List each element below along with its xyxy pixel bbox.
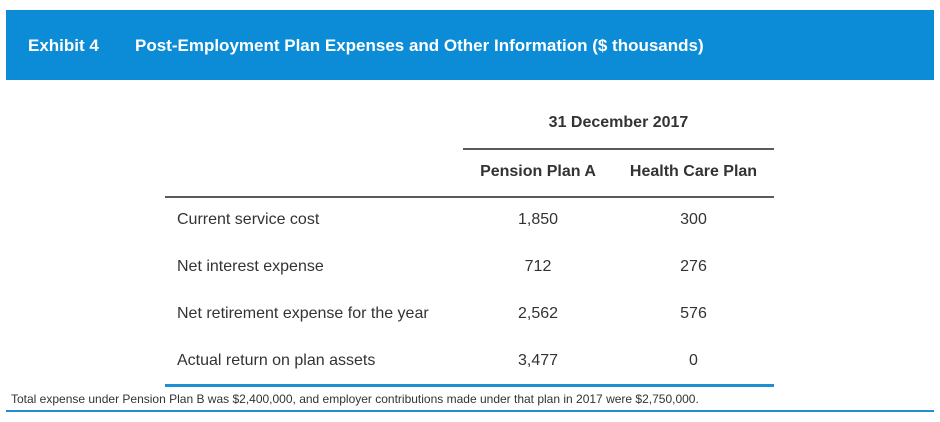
table-bottom-rule bbox=[165, 384, 774, 387]
exhibit-banner: Exhibit 4 Post-Employment Plan Expenses … bbox=[6, 10, 934, 80]
table-row: Net interest expense 712 276 bbox=[165, 258, 774, 304]
date-header: 31 December 2017 bbox=[548, 114, 689, 131]
row-label: Actual return on plan assets bbox=[177, 352, 376, 369]
footnote-rule bbox=[6, 410, 934, 412]
cell-health-care-plan: 276 bbox=[680, 258, 707, 275]
row-label: Net interest expense bbox=[177, 258, 324, 275]
exhibit-number: Exhibit 4 bbox=[28, 36, 99, 55]
cell-pension-plan-a: 2,562 bbox=[517, 305, 559, 322]
column-header-pension-plan-a: Pension Plan A bbox=[480, 163, 596, 180]
table-row: Net retirement expense for the year 2,56… bbox=[165, 305, 774, 351]
table-row: Actual return on plan assets 3,477 0 bbox=[165, 352, 774, 398]
exhibit-title: Post-Employment Plan Expenses and Other … bbox=[135, 36, 704, 55]
cell-pension-plan-a: 712 bbox=[524, 258, 552, 275]
column-header-rule bbox=[165, 196, 774, 198]
row-label: Net retirement expense for the year bbox=[177, 305, 429, 322]
cell-pension-plan-a: 3,477 bbox=[517, 352, 559, 369]
cell-pension-plan-a: 1,850 bbox=[517, 211, 559, 228]
column-header-health-care-plan: Health Care Plan bbox=[629, 163, 758, 180]
footnote: Total expense under Pension Plan B was $… bbox=[11, 392, 699, 406]
row-label: Current service cost bbox=[177, 211, 320, 228]
cell-health-care-plan: 576 bbox=[680, 305, 707, 322]
cell-health-care-plan: 0 bbox=[689, 352, 698, 369]
date-header-rule bbox=[463, 148, 774, 150]
cell-health-care-plan: 300 bbox=[680, 211, 707, 228]
table-row: Current service cost 1,850 300 bbox=[165, 211, 774, 257]
